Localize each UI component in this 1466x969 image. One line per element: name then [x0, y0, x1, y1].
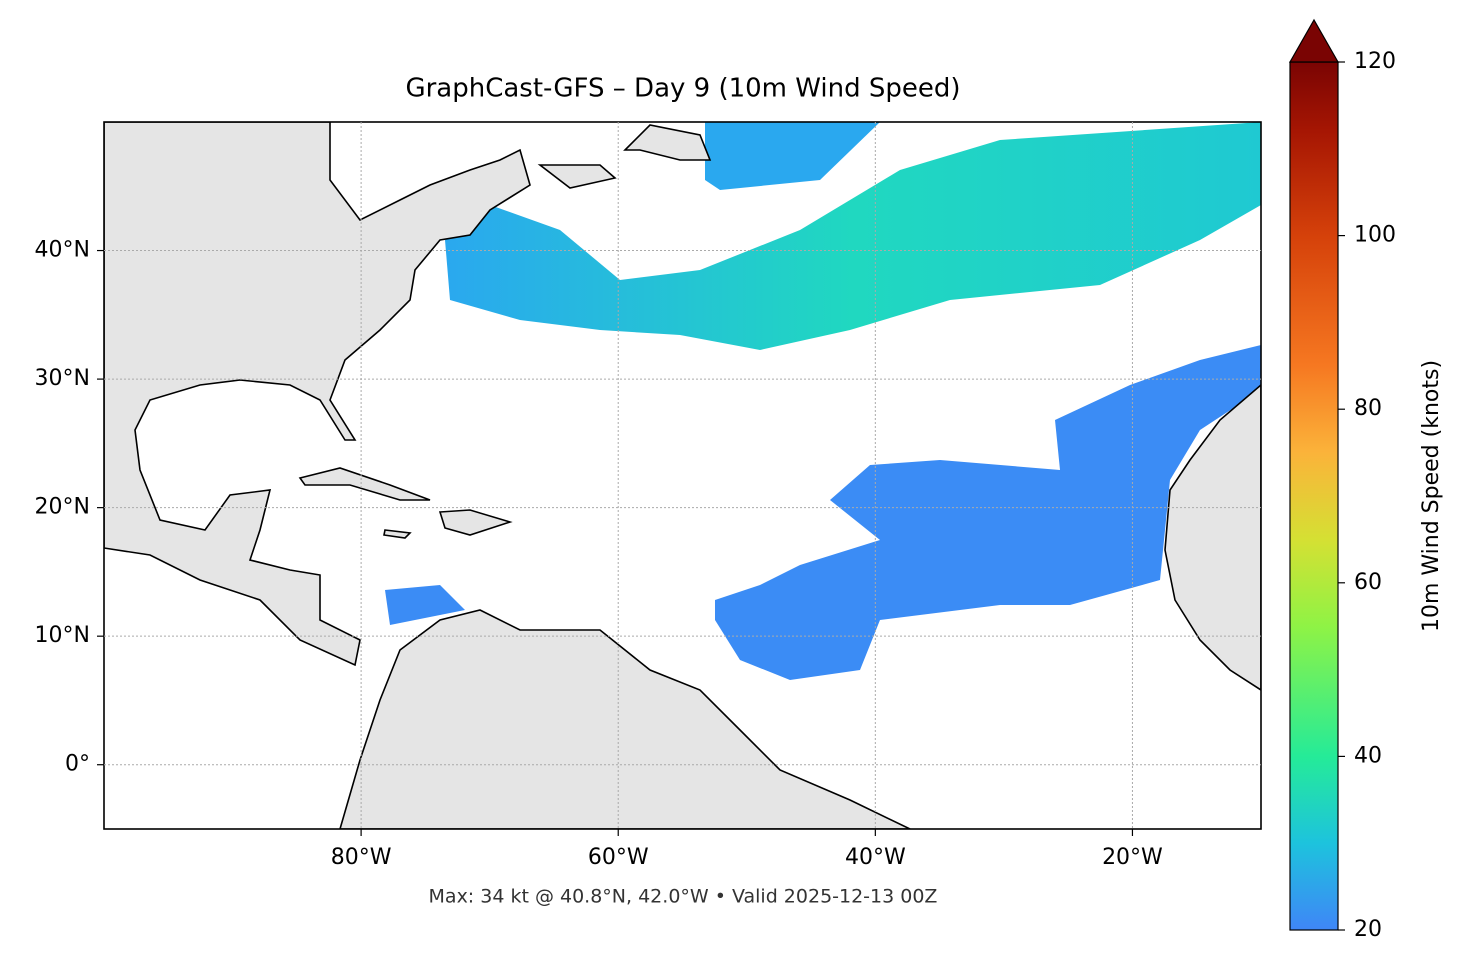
colorbar-tick-label: 120: [1354, 49, 1396, 74]
land: [623, 124, 712, 161]
colorbar-label: 10m Wind Speed (knots): [1419, 360, 1444, 632]
land: [383, 529, 412, 539]
y-tick-label: 20°N: [35, 495, 90, 520]
y-tick-label: 30°N: [35, 366, 90, 391]
land: [537, 164, 617, 189]
colorbar-tick-label: 80: [1354, 396, 1382, 421]
land: [1164, 383, 1261, 691]
colorbar: [1289, 61, 1339, 931]
x-tick-label: 20°W: [1102, 845, 1163, 870]
wind-field: [715, 345, 1261, 680]
x-tick-label: 60°W: [588, 845, 649, 870]
subtitle: Max: 34 kt @ 40.8°N, 42.0°W • Valid 2025…: [429, 886, 938, 908]
y-tick-label: 10°N: [35, 623, 90, 648]
land: [104, 122, 531, 667]
colorbar-tick-label: 100: [1354, 223, 1396, 248]
chart-title: GraphCast-GFS – Day 9 (10m Wind Speed): [405, 74, 960, 104]
x-tick-label: 40°W: [845, 845, 906, 870]
wind-field: [385, 585, 465, 625]
map: [104, 122, 1261, 829]
colorbar-extend: [1288, 18, 1340, 63]
land: [339, 609, 911, 829]
wind-field: [705, 122, 880, 190]
y-tick-label: 40°N: [35, 238, 90, 263]
colorbar-tick-label: 20: [1354, 917, 1382, 942]
wind-field: [445, 122, 1261, 350]
land: [298, 467, 431, 501]
colorbar-tick-label: 40: [1354, 743, 1382, 768]
map-frame: [103, 121, 1262, 830]
x-tick-label: 80°W: [331, 845, 392, 870]
colorbar-tick-label: 60: [1354, 570, 1382, 595]
y-tick-label: 0°: [65, 752, 90, 777]
land: [438, 509, 513, 536]
